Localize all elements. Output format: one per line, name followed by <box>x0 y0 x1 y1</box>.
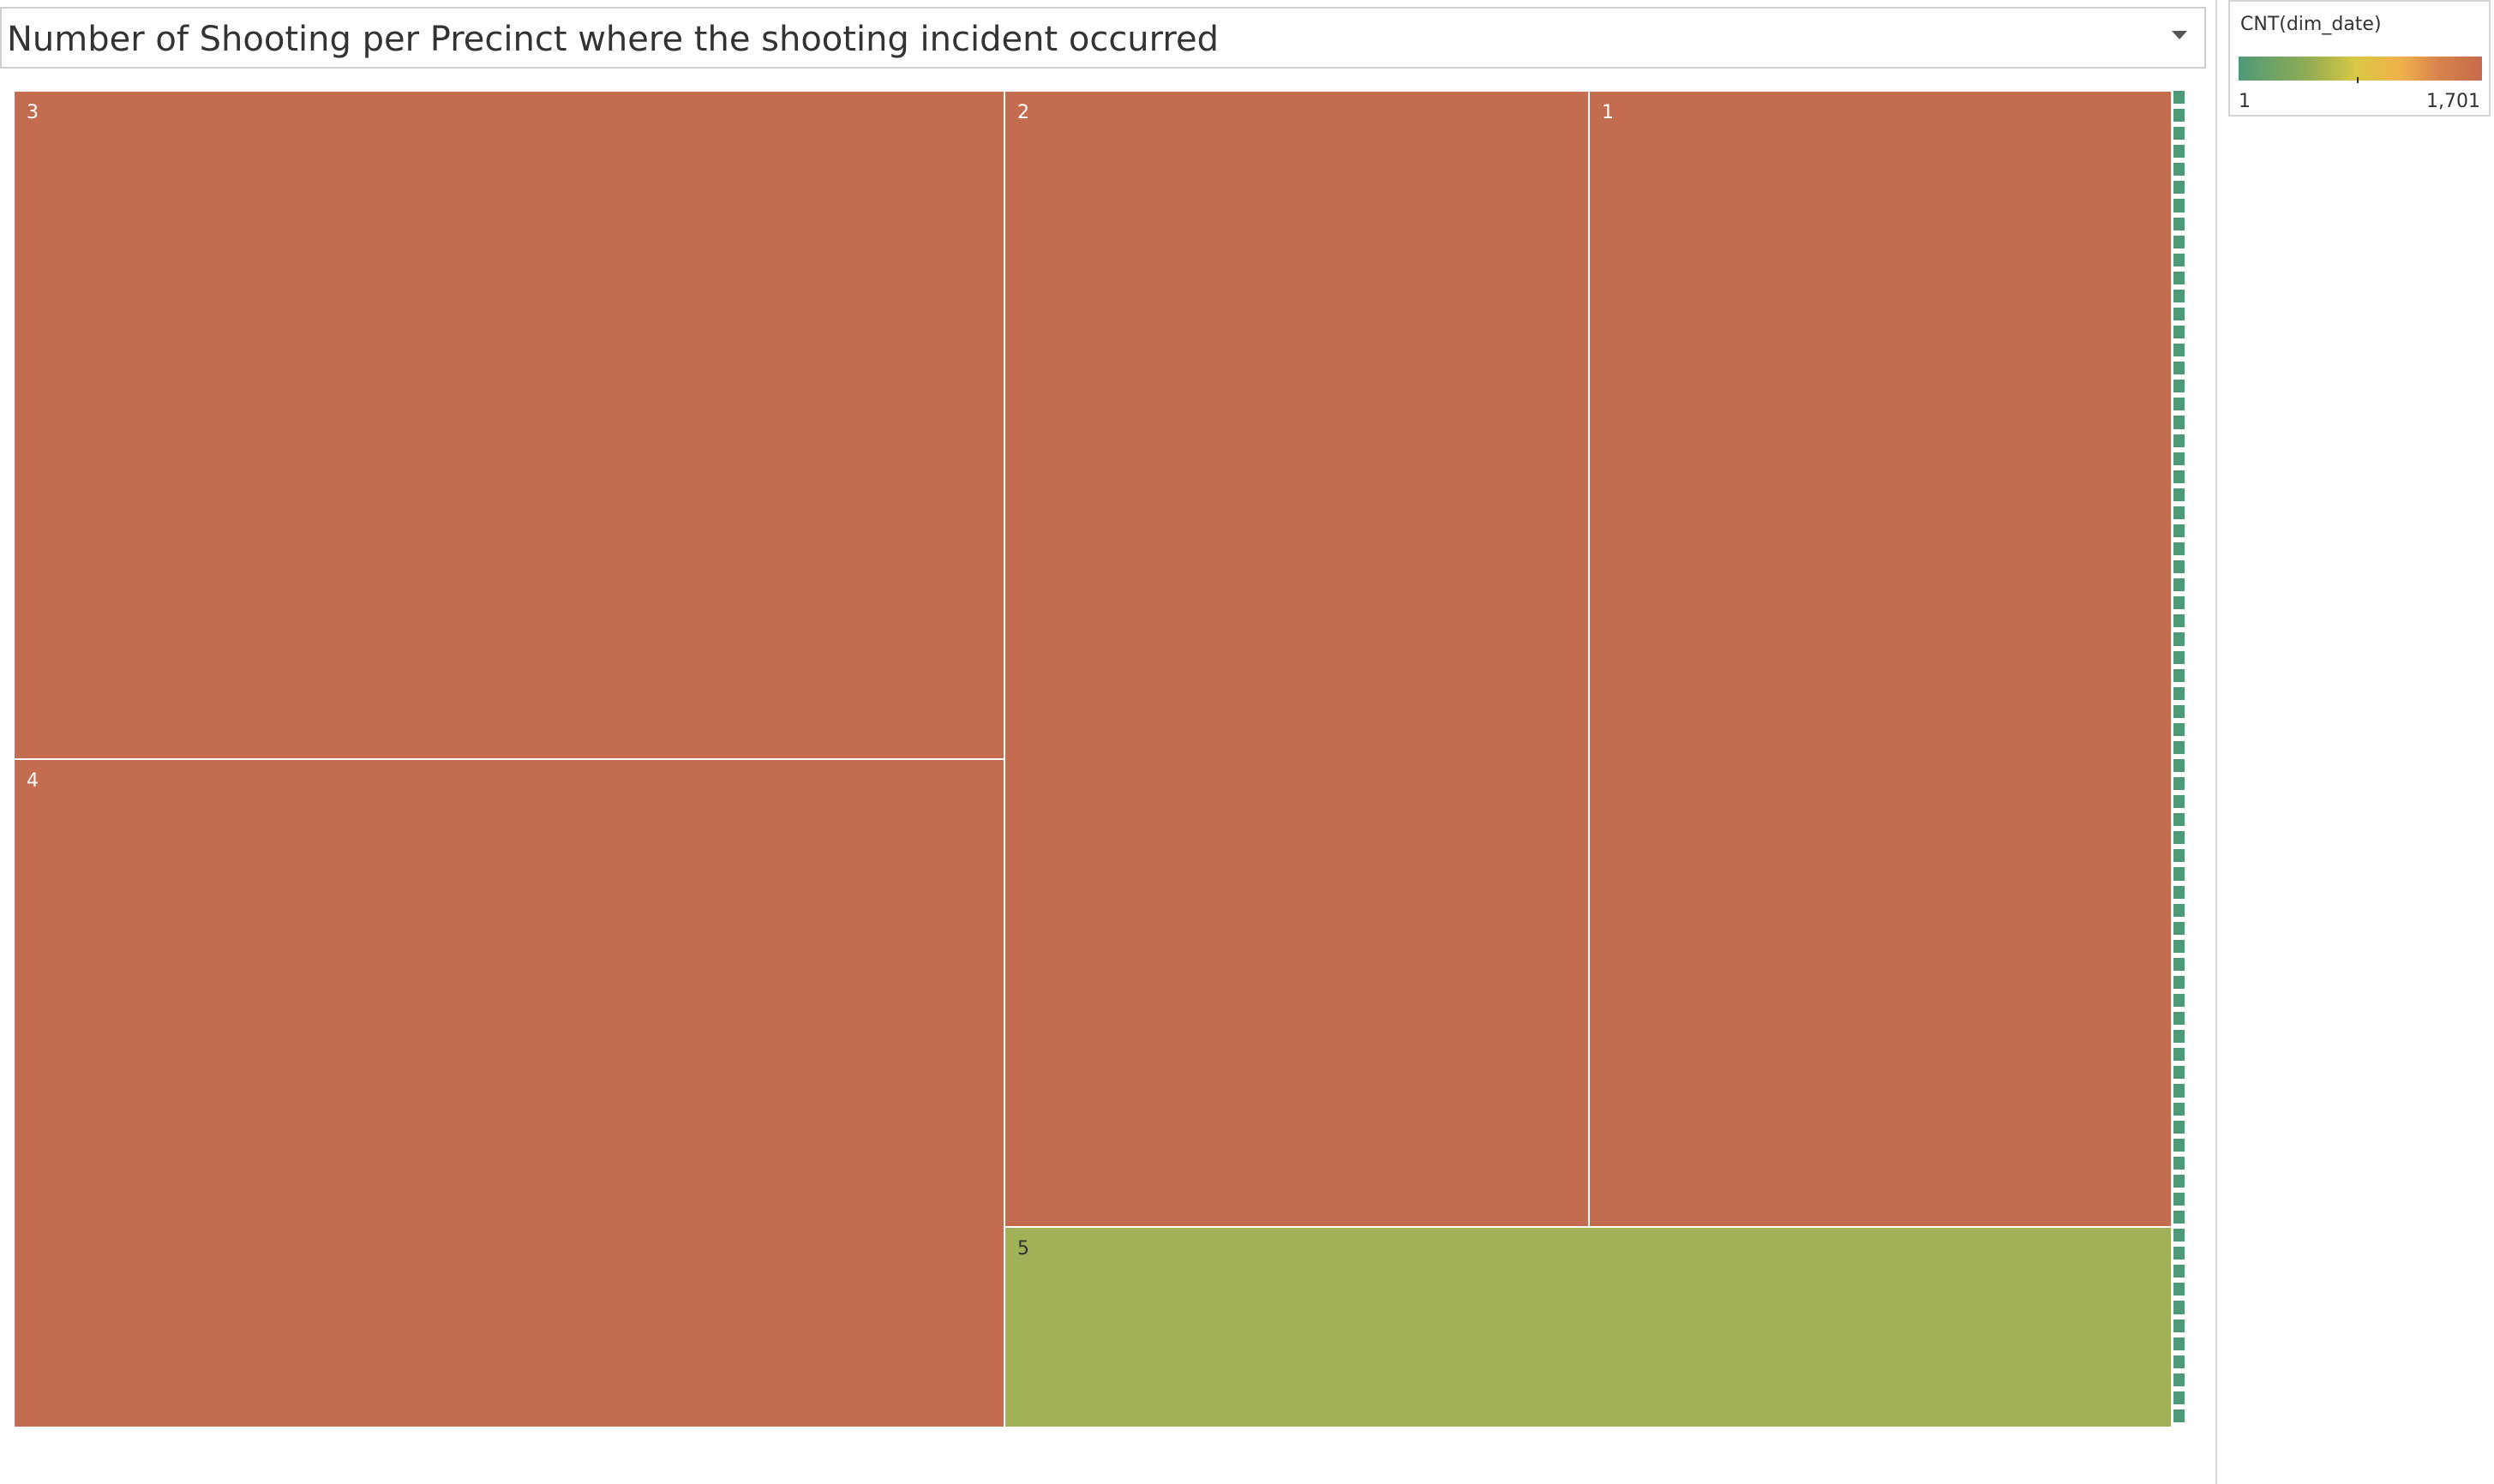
treemap-tiny-tile[interactable] <box>2173 1048 2185 1062</box>
treemap-tiny-tile[interactable] <box>2173 1229 2185 1242</box>
treemap-tiny-tile[interactable] <box>2173 1265 2185 1278</box>
treemap-tiny-tile[interactable] <box>2173 542 2185 556</box>
treemap-tiny-tile[interactable] <box>2173 1138 2185 1152</box>
treemap-tiny-tile[interactable] <box>2173 885 2185 899</box>
tile-label: 2 <box>1017 102 1029 123</box>
treemap-tiny-tile[interactable] <box>2173 596 2185 610</box>
treemap-tiny-tile[interactable] <box>2173 1337 2185 1350</box>
tile-label: 4 <box>27 770 39 792</box>
treemap-tiny-tile[interactable] <box>2173 91 2185 105</box>
chevron-down-icon[interactable] <box>2172 31 2187 39</box>
treemap-tiny-tile[interactable] <box>2173 939 2185 953</box>
treemap-tiny-tile[interactable] <box>2173 1247 2185 1260</box>
treemap-chart[interactable]: 3 4 2 1 5 <box>0 0 2211 1484</box>
treemap-tiny-tile[interactable] <box>2173 1012 2185 1026</box>
treemap-tiny-tile[interactable] <box>2173 1391 2185 1404</box>
treemap-tiny-tile[interactable] <box>2173 632 2185 646</box>
treemap-tiny-tile[interactable] <box>2173 1283 2185 1296</box>
treemap-tiny-tile[interactable] <box>2173 199 2185 212</box>
treemap-tiny-tile[interactable] <box>2173 686 2185 700</box>
treemap-tiny-tile[interactable] <box>2173 524 2185 538</box>
treemap-tile-5[interactable]: 5 <box>1004 1227 2172 1427</box>
treemap-tiny-tile[interactable] <box>2173 235 2185 248</box>
treemap-tiny-tile[interactable] <box>2173 1174 2185 1188</box>
treemap-tiny-tile[interactable] <box>2173 1156 2185 1170</box>
treemap-tiny-tile[interactable] <box>2173 109 2185 123</box>
treemap-tiny-tile[interactable] <box>2173 813 2185 827</box>
legend-min-label: 1 <box>2239 91 2251 112</box>
treemap-tiny-tile[interactable] <box>2173 253 2185 266</box>
treemap-tiny-tile[interactable] <box>2173 1355 2185 1368</box>
treemap-tiny-tile[interactable] <box>2173 145 2185 159</box>
treemap-tiny-tile[interactable] <box>2173 1211 2185 1224</box>
treemap-tiny-tile[interactable] <box>2173 452 2185 465</box>
tile-label: 5 <box>1017 1238 1029 1260</box>
treemap-tile-3[interactable]: 3 <box>14 91 1004 759</box>
treemap-tiny-tile[interactable] <box>2173 289 2185 302</box>
legend-max-label: 1,701 <box>2426 91 2480 112</box>
treemap-tiny-tile[interactable] <box>2173 398 2185 411</box>
treemap-tiny-tile[interactable] <box>2173 217 2185 230</box>
treemap-tiny-tile[interactable] <box>2173 1409 2185 1422</box>
treemap-tiny-tile[interactable] <box>2173 271 2185 284</box>
treemap-tiny-tile[interactable] <box>2173 560 2185 574</box>
color-legend[interactable]: CNT(dim_date) 1 1,701 <box>2228 0 2491 117</box>
treemap-tiny-tile[interactable] <box>2173 362 2185 375</box>
treemap-tiny-tile[interactable] <box>2173 434 2185 447</box>
treemap-tiny-tile[interactable] <box>2173 740 2185 754</box>
chart-title-bar[interactable]: Number of Shooting per Precinct where th… <box>0 7 2206 69</box>
treemap-tiny-tile[interactable] <box>2173 1066 2185 1080</box>
treemap-tiny-tile[interactable] <box>2173 650 2185 664</box>
treemap-tiny-tile[interactable] <box>2173 921 2185 935</box>
legend-tick-mark <box>2357 77 2359 83</box>
treemap-tiny-tile[interactable] <box>2173 1120 2185 1134</box>
treemap-tiny-tile[interactable] <box>2173 994 2185 1008</box>
treemap-tiny-tile[interactable] <box>2173 795 2185 809</box>
treemap-tiny-tile[interactable] <box>2173 163 2185 177</box>
treemap-tiny-tile[interactable] <box>2173 1301 2185 1314</box>
legend-title: CNT(dim_date) <box>2240 14 2382 35</box>
treemap-tiny-tile[interactable] <box>2173 1319 2185 1332</box>
treemap-tiny-tile[interactable] <box>2173 903 2185 917</box>
tile-label: 1 <box>1602 102 1614 123</box>
treemap-tiny-tile[interactable] <box>2173 326 2185 339</box>
treemap-tiny-tile[interactable] <box>2173 181 2185 194</box>
treemap-tiny-tile[interactable] <box>2173 416 2185 429</box>
treemap-tiny-tile[interactable] <box>2173 1102 2185 1116</box>
treemap-tiny-tile[interactable] <box>2173 849 2185 863</box>
treemap-tiny-tile[interactable] <box>2173 1373 2185 1386</box>
treemap-tiny-tile[interactable] <box>2173 722 2185 736</box>
pane-divider <box>2215 0 2217 1484</box>
treemap-tiny-tile[interactable] <box>2173 867 2185 881</box>
treemap-tiny-tile[interactable] <box>2173 506 2185 519</box>
treemap-tiny-tile[interactable] <box>2173 704 2185 718</box>
legend-gradient-bar <box>2239 57 2482 81</box>
treemap-tiny-tile[interactable] <box>2173 470 2185 483</box>
treemap-tiny-tile[interactable] <box>2173 578 2185 592</box>
treemap-tiny-tile[interactable] <box>2173 975 2185 990</box>
treemap-tile-1[interactable]: 1 <box>1589 91 2172 1227</box>
treemap-tile-4[interactable]: 4 <box>14 759 1004 1427</box>
treemap-tiny-tile[interactable] <box>2173 614 2185 628</box>
treemap-tiny-tile[interactable] <box>2173 668 2185 682</box>
treemap-tiny-tile[interactable] <box>2173 957 2185 971</box>
treemap-tiny-tile[interactable] <box>2173 759 2185 773</box>
treemap-tiny-tile[interactable] <box>2173 344 2185 357</box>
treemap-tiny-tile[interactable] <box>2173 127 2185 141</box>
treemap-tiny-tile[interactable] <box>2173 488 2185 501</box>
treemap-tiny-tile[interactable] <box>2173 831 2185 845</box>
treemap-tiny-tile[interactable] <box>2173 380 2185 393</box>
treemap-tiny-tile[interactable] <box>2173 1192 2185 1206</box>
treemap-tiny-tile[interactable] <box>2173 777 2185 791</box>
tile-label: 3 <box>27 102 39 123</box>
treemap-tiny-tile[interactable] <box>2173 1084 2185 1098</box>
treemap-tiny-tile[interactable] <box>2173 1030 2185 1044</box>
treemap-tiny-tile[interactable] <box>2173 307 2185 321</box>
treemap-tile-2[interactable]: 2 <box>1004 91 1589 1227</box>
chart-title: Number of Shooting per Precinct where th… <box>7 20 1219 59</box>
